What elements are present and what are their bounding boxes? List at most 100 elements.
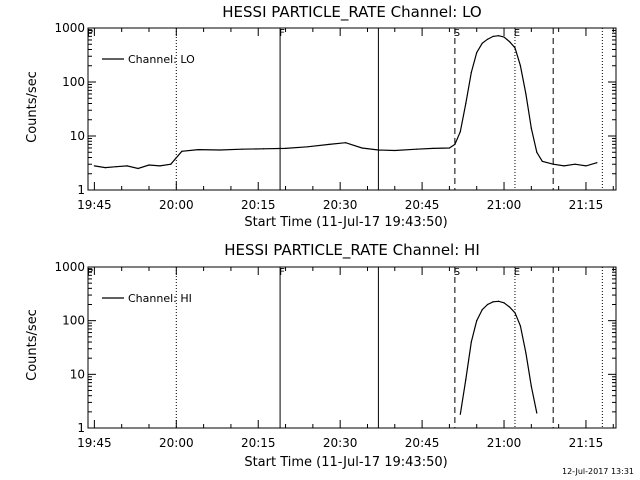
data-point (377, 149, 379, 151)
x-axis-label: Start Time (11-Jul-17 19:43:50) (244, 455, 447, 470)
data-point (530, 385, 532, 387)
x-tick-label: 20:45 (405, 436, 440, 450)
data-point (459, 131, 461, 133)
data-point (454, 143, 456, 145)
x-tick-label: 20:15 (241, 198, 276, 212)
series-line (459, 300, 538, 415)
data-point (416, 148, 418, 150)
x-tick-label: 21:15 (569, 436, 604, 450)
chart-title: HESSI PARTICLE_RATE Channel: LO (222, 3, 481, 22)
data-point (552, 163, 554, 165)
data-point (197, 148, 199, 151)
x-tick-label: 21:15 (569, 198, 604, 212)
data-point (170, 163, 172, 165)
x-tick-label: 21:00 (487, 436, 522, 450)
data-point (525, 93, 527, 95)
data-point (465, 102, 467, 105)
marker-label-s: S (454, 267, 460, 278)
data-point (481, 42, 483, 44)
data-point (492, 35, 494, 37)
data-point (525, 352, 527, 354)
data-point (487, 303, 489, 306)
y-tick-label: 1 (77, 421, 85, 435)
data-point (487, 38, 489, 40)
data-point (585, 165, 587, 167)
data-point (514, 47, 516, 49)
data-point (530, 127, 532, 129)
y-tick-label: 100 (62, 314, 85, 328)
x-tick-label: 20:15 (241, 436, 276, 450)
legend-label: Channel: LO (128, 53, 195, 66)
y-tick-label: 10 (70, 367, 85, 381)
data-point (137, 167, 139, 170)
chart-hi-channel: HESSI PARTICLE_RATE Channel: HI Counts/s… (25, 241, 617, 470)
marker-label-f: F (279, 28, 285, 39)
data-point (492, 301, 494, 303)
data-point (476, 52, 478, 54)
data-point (241, 148, 243, 150)
plot-frame (87, 266, 617, 429)
data-point (126, 165, 128, 167)
data-point (481, 309, 483, 311)
data-point (514, 312, 516, 314)
data-point (104, 166, 106, 169)
data-point (394, 149, 396, 152)
data-point (497, 300, 500, 302)
marker-label-e: E (514, 267, 520, 278)
y-tick-label: 100 (62, 75, 85, 89)
data-point (508, 40, 511, 43)
x-tick-label: 19:45 (77, 436, 112, 450)
x-tick-label: 20:45 (405, 198, 440, 212)
data-point (503, 36, 505, 38)
x-tick-label: 20:30 (323, 198, 358, 212)
data-point (159, 165, 161, 167)
data-point (459, 413, 461, 415)
data-point (432, 147, 434, 149)
data-point (448, 147, 451, 149)
chart-lo-channel: HESSI PARTICLE_RATE Channel: LO Counts/s… (25, 3, 617, 230)
chart-title: HESSI PARTICLE_RATE Channel: HI (224, 241, 480, 260)
data-point (503, 302, 505, 304)
x-axis-label: Start Time (11-Jul-17 19:43:50) (244, 215, 447, 230)
x-tick-label: 20:00 (159, 436, 194, 450)
data-point (306, 146, 308, 148)
data-point (328, 143, 330, 145)
data-point (563, 165, 565, 167)
data-point (181, 150, 183, 152)
plot-frame (87, 27, 617, 191)
data-point (361, 147, 363, 149)
data-point (596, 162, 598, 164)
data-point (263, 148, 265, 150)
y-axis-label: Counts/sec (25, 71, 40, 143)
data-point (536, 151, 538, 153)
x-tick-label: 21:00 (487, 198, 522, 212)
data-point (574, 163, 576, 165)
marker-label-f: F (279, 267, 285, 278)
data-point (219, 149, 221, 151)
x-tick-label: 20:00 (159, 198, 194, 212)
data-point (284, 147, 287, 149)
data-point (470, 341, 472, 343)
data-point (476, 320, 478, 322)
data-point (508, 306, 511, 308)
data-point (497, 35, 500, 37)
data-point (541, 160, 543, 162)
data-point (519, 325, 522, 327)
data-point (148, 164, 150, 166)
timestamp: 12-Jul-2017 13:31 (562, 467, 634, 476)
y-tick-label: 10 (70, 129, 85, 143)
y-tick-label: 1000 (54, 21, 85, 35)
y-tick-label: 1 (77, 183, 85, 197)
data-point (115, 166, 117, 168)
data-point (470, 71, 472, 74)
data-point (519, 65, 522, 67)
marker-label-s: S (454, 28, 460, 39)
y-tick-label: 1000 (54, 260, 85, 274)
data-point (345, 142, 347, 144)
y-axis-label: Counts/sec (25, 309, 40, 381)
legend-label: Channel: HI (128, 292, 192, 305)
data-point (465, 378, 467, 381)
x-tick-label: 19:45 (77, 198, 112, 212)
marker-label-e: E (514, 28, 520, 39)
